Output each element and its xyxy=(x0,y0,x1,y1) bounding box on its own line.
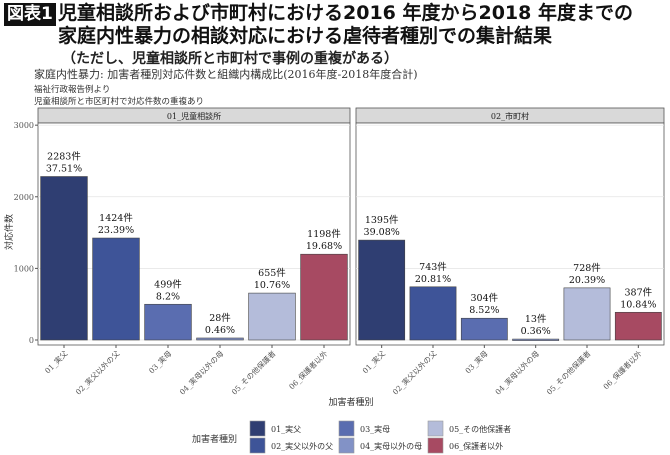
x-tick-label: 02_実父以外の父 xyxy=(390,348,439,397)
data-label-count: 728件 xyxy=(573,262,601,274)
caption-line-2: 児童相談所と市区町村で対応件数の重複あり xyxy=(34,97,205,107)
data-label-count: 387件 xyxy=(625,286,653,298)
legend-swatch xyxy=(249,420,266,437)
legend-item: 06_保護者以外 xyxy=(449,441,503,451)
data-label-percent: 37.51% xyxy=(46,164,82,175)
data-label-percent: 10.84% xyxy=(620,299,656,310)
legend-item: 01_実父 xyxy=(271,424,301,434)
data-label-percent: 0.46% xyxy=(205,325,235,336)
y-tick-label: 1000 xyxy=(14,264,34,273)
legend-swatch xyxy=(249,437,266,454)
data-label-count: 28件 xyxy=(209,312,231,324)
bar-03_実母 xyxy=(460,317,508,341)
y-tick-label: 0 xyxy=(29,336,34,345)
legend-title: 加害者種別 xyxy=(192,433,237,445)
title-line-1: 児童相談所および市町村における2016 年度から2018 年度までの xyxy=(58,2,633,24)
legend-item: 04_実母以外の母 xyxy=(360,441,422,451)
bar-04_実母以外の母 xyxy=(196,337,244,341)
bar-04_実母以外の母 xyxy=(512,338,560,341)
y-axis-label: 対応件数 xyxy=(3,214,15,250)
x-tick-label: 02_実父以外の父 xyxy=(73,348,122,397)
title-line-2: 家庭内性暴力の相談対応における虐待者種別での集計結果 xyxy=(58,25,553,47)
x-tick-label: 01_実父 xyxy=(42,348,69,375)
legend-item: 02_実父以外の父 xyxy=(271,441,333,451)
bar-01_実父 xyxy=(40,176,88,341)
x-tick-label: 05_その他保護者 xyxy=(229,348,278,397)
data-label-count: 655件 xyxy=(258,267,286,279)
data-label-percent: 10.76% xyxy=(254,280,290,291)
data-label-percent: 20.39% xyxy=(569,275,605,286)
x-tick-label: 06_保護者以外 xyxy=(286,348,329,391)
figure-badge: 図表1 xyxy=(4,3,56,26)
data-label-percent: 23.39% xyxy=(98,225,134,236)
legend-swatch xyxy=(427,437,444,454)
x-tick-label: 04_実母以外の母 xyxy=(177,348,226,397)
data-label-count: 1424件 xyxy=(99,212,133,224)
data-label-count: 499件 xyxy=(154,278,182,290)
panel-background xyxy=(37,122,351,346)
bar-02_実父以外の父 xyxy=(409,286,457,341)
data-label-percent: 19.68% xyxy=(306,241,342,252)
bar-02_実父以外の父 xyxy=(92,237,140,341)
data-label-percent: 8.2% xyxy=(156,291,180,302)
data-label-count: 1198件 xyxy=(307,228,341,240)
y-tick-label: 3000 xyxy=(14,121,34,130)
x-tick-label: 03_実母 xyxy=(463,348,490,375)
x-tick-label: 01_実父 xyxy=(360,348,387,375)
data-label-count: 13件 xyxy=(525,313,547,325)
legend-swatch xyxy=(427,420,444,437)
x-tick-label: 04_実母以外の母 xyxy=(493,348,542,397)
title-note: （ただし、児童相談所と市町村で事例の重複がある） xyxy=(62,51,398,67)
legend-item: 05_その他保護者 xyxy=(449,424,511,434)
legend-item: 03_実母 xyxy=(360,424,390,434)
facet-label: 01_児童相談所 xyxy=(167,111,221,121)
bar-05_その他保護者 xyxy=(563,287,611,341)
data-label-count: 2283件 xyxy=(47,151,81,163)
y-tick-label: 2000 xyxy=(14,193,34,202)
legend-swatch xyxy=(338,420,355,437)
bar-03_実母 xyxy=(144,303,192,341)
caption-line-1: 福祉行政報告例より xyxy=(34,85,111,95)
data-label-count: 1395件 xyxy=(365,214,399,226)
data-label-count: 304件 xyxy=(471,292,499,304)
chart-title: 家庭内性暴力: 加害者種別対応件数と組織内構成比(2016年度-2018年度合計… xyxy=(34,68,418,81)
panel-background xyxy=(355,122,665,346)
facet-label: 02_市町村 xyxy=(491,111,529,121)
bar-06_保護者以外 xyxy=(300,253,348,341)
bar-06_保護者以外 xyxy=(614,311,662,341)
x-axis-label: 加害者種別 xyxy=(328,396,373,408)
data-label-count: 743件 xyxy=(419,261,447,273)
bar-05_その他保護者 xyxy=(248,292,296,341)
x-tick-label: 03_実母 xyxy=(146,348,173,375)
data-label-percent: 0.36% xyxy=(521,326,551,337)
data-label-percent: 39.08% xyxy=(364,227,400,238)
bar-01_実父 xyxy=(358,239,406,341)
legend-swatch xyxy=(338,437,355,454)
data-label-percent: 8.52% xyxy=(469,305,499,316)
x-tick-label: 05_その他保護者 xyxy=(544,348,593,397)
x-tick-label: 06_保護者以外 xyxy=(601,348,644,391)
data-label-percent: 20.81% xyxy=(415,274,451,285)
